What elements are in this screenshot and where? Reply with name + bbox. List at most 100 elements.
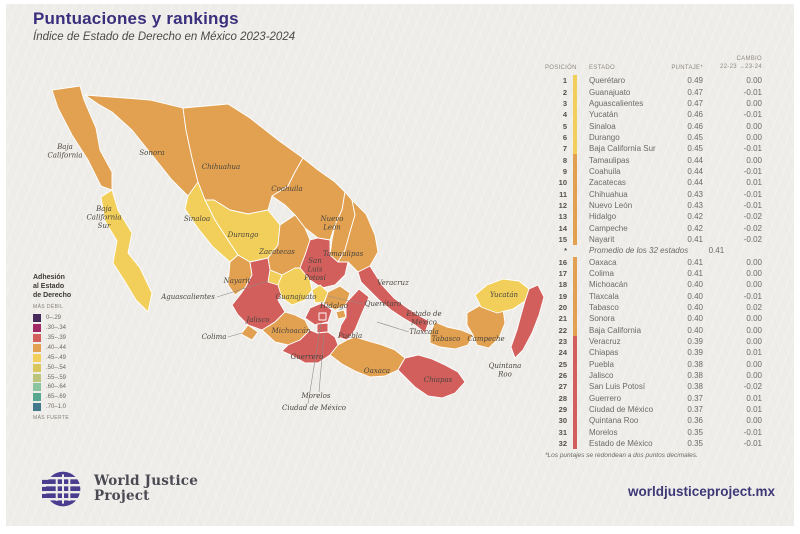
score-band-bar xyxy=(573,109,577,121)
rank-cell: 7 xyxy=(562,144,567,154)
score-band-bar xyxy=(573,267,577,280)
map-state-veracruz xyxy=(357,265,430,334)
score-cell: 0.39 xyxy=(687,348,703,358)
map-label-coahuila: Coahuila xyxy=(271,185,302,193)
rank-cell: 20 xyxy=(558,303,567,313)
map-label-colima: Colima xyxy=(202,333,227,341)
state-cell: Guerrero xyxy=(589,393,622,403)
map-label-durango: Durango xyxy=(227,231,259,239)
change-cell: 0.02 xyxy=(746,303,762,313)
legend-bin: .50–.54 xyxy=(33,363,109,373)
state-cell: Guanajuato xyxy=(589,87,631,97)
score-cell: 0.40 xyxy=(687,291,703,301)
map-label-nuevo-leon: Nuevo León xyxy=(320,215,344,232)
change-cell: 0.00 xyxy=(746,371,762,381)
state-cell: Promedio de los 32 estados xyxy=(589,246,689,256)
map-label-chihuahua: Chihuahua xyxy=(202,163,240,171)
rank-cell: 32 xyxy=(558,439,567,449)
score-band-bar xyxy=(573,369,577,382)
table-row: 24 Chiapas 0.39 0.01 xyxy=(545,347,795,359)
score-band-bar xyxy=(573,256,577,268)
legend-swatch xyxy=(33,324,41,333)
map-label-quintana-roo: Quintana Roo xyxy=(489,362,522,379)
col-header-puntaje: PUNTAJE* xyxy=(671,65,703,71)
change-cell: 0.00 xyxy=(746,132,762,142)
legend-range-label: .40–.44 xyxy=(46,344,67,351)
legend-swatch xyxy=(33,393,41,402)
change-cell: 0.00 xyxy=(746,98,762,108)
table-row: 32 Estado de México 0.35 -0.01 xyxy=(545,438,795,450)
score-cell: 0.46 xyxy=(687,110,703,120)
score-band-bar xyxy=(573,143,577,155)
table-row: 26 Jalisco 0.38 0.00 xyxy=(545,369,795,382)
rank-cell: 25 xyxy=(558,359,567,369)
table-row: 31 Morelos 0.35 -0.01 xyxy=(545,426,795,438)
state-cell: San Luis Potosí xyxy=(589,382,646,392)
map-leader-line xyxy=(216,280,269,298)
table-row: 2 Guanajuato 0.47 -0.01 xyxy=(545,86,795,98)
change-cell: -0.01 xyxy=(743,200,762,210)
score-band-bar xyxy=(573,154,577,166)
wjp-logo-text: World Justice Project xyxy=(94,473,199,504)
table-header: POSICIÓN ESTADO PUNTAJE* CAMBIO 22-23 →2… xyxy=(545,51,795,71)
score-cell: 0.47 xyxy=(687,87,703,97)
legend-bin: .70–1.0 xyxy=(33,402,109,412)
map-state-baja-california xyxy=(51,85,113,191)
score-band-bar xyxy=(573,313,577,325)
map-label-baja-california: Baja California xyxy=(47,143,82,160)
col-header-estado: ESTADO xyxy=(589,65,616,71)
change-cell: 0.00 xyxy=(746,416,762,426)
rank-cell: 3 xyxy=(562,98,567,108)
score-cell: 0.36 xyxy=(687,416,703,426)
state-cell: Querétaro xyxy=(589,76,626,86)
rank-cell: 19 xyxy=(558,291,567,301)
col-header-posicion: POSICIÓN xyxy=(545,65,577,71)
rank-cell: 21 xyxy=(558,314,567,324)
legend-bin: .55–.59 xyxy=(33,373,109,383)
rank-cell: 8 xyxy=(562,155,567,165)
legend-range-label: .45–.49 xyxy=(46,354,67,361)
rank-cell: 13 xyxy=(558,212,567,222)
legend-title: Adhesión al Estado de Derecho xyxy=(33,274,72,299)
table-row: 14 Campeche 0.42 -0.02 xyxy=(545,222,795,234)
rank-cell: 2 xyxy=(562,87,567,97)
rank-cell: 27 xyxy=(558,382,567,392)
map-label-queretaro: Querétaro xyxy=(365,300,401,308)
legend-swatch xyxy=(33,353,41,362)
rank-cell: 28 xyxy=(558,393,567,403)
table-row: 18 Michoacán 0.40 0.00 xyxy=(545,279,795,291)
change-cell: 0.01 xyxy=(746,178,762,188)
map-label-tamaulipas: Tamaulipas xyxy=(323,250,364,258)
state-cell: Durango xyxy=(589,132,620,142)
table-row: 30 Quintana Roo 0.36 0.00 xyxy=(545,415,795,427)
table-row: 4 Yucatán 0.46 -0.01 xyxy=(545,109,795,121)
map-label-tlaxcala: Tlaxcala xyxy=(409,328,439,336)
website-url[interactable]: worldjusticeproject.mx xyxy=(627,484,775,499)
rank-cell: 24 xyxy=(558,348,567,358)
rank-cell: 14 xyxy=(558,223,567,233)
map-label-jalisco: Jalisco xyxy=(244,316,269,324)
rank-cell: * xyxy=(564,246,567,256)
map-label-san-luis-potosi: San Luis Potosí xyxy=(303,257,326,282)
table-row: 6 Durango 0.45 0.00 xyxy=(545,131,795,144)
map-state-tlaxcala xyxy=(335,309,347,320)
rank-cell: 11 xyxy=(559,189,567,199)
rank-cell: 26 xyxy=(558,371,567,381)
state-cell: Colima xyxy=(589,269,614,279)
legend-swatch xyxy=(33,373,41,382)
change-cell: -0.02 xyxy=(743,223,762,233)
state-cell: Coahuila xyxy=(589,166,621,176)
state-cell: Michoacán xyxy=(589,280,628,290)
score-cell: 0.38 xyxy=(687,382,703,392)
change-cell: -0.02 xyxy=(743,382,762,392)
legend-bins: 0–.29 .30–.34 .35–.39 .40–.44 .45–.49 .50–.54… xyxy=(33,313,109,412)
map-label-yucatan: Yucatán xyxy=(490,291,519,299)
legend-bin: .30–.34 xyxy=(33,323,109,333)
rank-cell: 9 xyxy=(562,166,567,176)
table-row: 23 Veracruz 0.39 0.00 xyxy=(545,335,795,348)
rank-cell: 31 xyxy=(558,427,567,437)
change-cell: -0.01 xyxy=(743,427,762,437)
map-state-quintana-roo xyxy=(510,284,545,359)
state-cell: Baja California Sur xyxy=(589,144,656,154)
